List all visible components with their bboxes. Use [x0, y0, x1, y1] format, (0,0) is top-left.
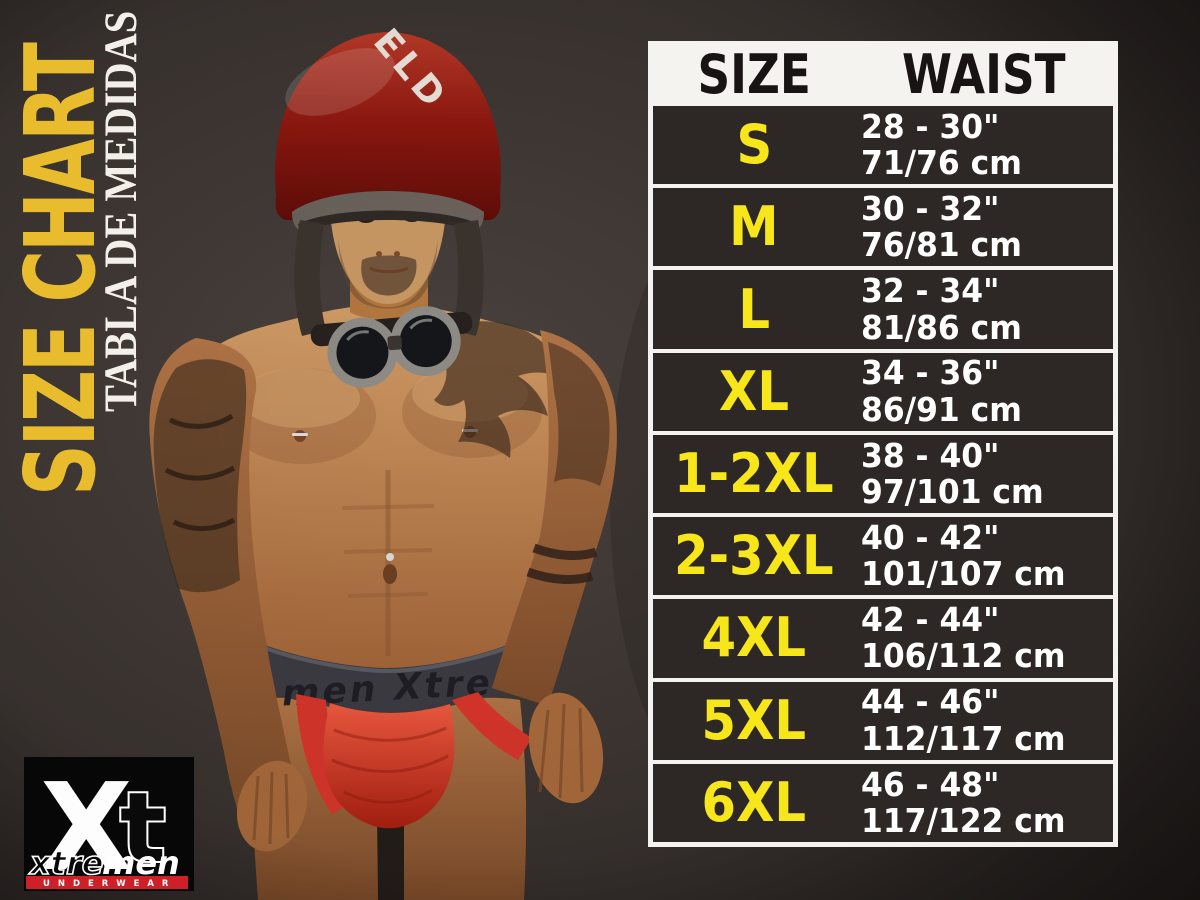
size-label: L [738, 277, 771, 341]
header-size: SIZE [697, 42, 811, 106]
size-cell: M [653, 200, 855, 254]
size-cell: 4XL [653, 611, 855, 665]
size-cell: XL [653, 359, 855, 423]
waist-cell: 34 - 36" 86/91 cm [855, 355, 1113, 428]
waist-inches: 30 - 32" [861, 189, 1000, 229]
waist-cm: 97/101 cm [861, 471, 1045, 511]
waist-cell: 44 - 46" 112/117 cm [855, 684, 1113, 757]
waist-cell: 40 - 42" 101/107 cm [855, 517, 1113, 594]
size-label: XL [719, 359, 790, 423]
waist-cm: 106/112 cm [861, 636, 1066, 676]
table-row: XL 34 - 36" 86/91 cm [653, 352, 1113, 431]
size-cell: 5XL [653, 688, 855, 752]
logo-monogram-x: X [40, 759, 133, 891]
logo-banner-text: U N D E R W E A R [43, 879, 171, 889]
waist-cm: 76/81 cm [861, 225, 1023, 265]
waist-inches: 40 - 42" [861, 517, 1000, 557]
waist-cm: 117/122 cm [861, 800, 1066, 840]
waist-inches: 34 - 36" [861, 353, 1000, 393]
table-row: M 30 - 32" 76/81 cm [653, 188, 1113, 267]
size-table-header: SIZE WAIST [653, 43, 1113, 106]
waist-cell: 30 - 32" 76/81 cm [855, 189, 1113, 265]
waist-cell: 38 - 40" 97/101 cm [855, 435, 1113, 511]
table-row: 4XL 42 - 44" 106/112 cm [653, 599, 1113, 678]
size-label: S [736, 113, 773, 177]
waist-cm: 71/76 cm [861, 143, 1023, 183]
waist-cm: 81/86 cm [861, 307, 1023, 347]
waist-cm: 86/91 cm [861, 389, 1023, 429]
waist-cell: 42 - 44" 106/112 cm [855, 600, 1113, 676]
brand-logo: X t xtre men U N D E R W E A R [24, 757, 194, 891]
waist-inches: 42 - 44" [861, 600, 1000, 640]
logo-monogram-t: t [120, 772, 166, 884]
table-row: 2-3XL 40 - 42" 101/107 cm [653, 517, 1113, 596]
size-cell: 2-3XL [653, 529, 855, 583]
header-waist: WAIST [902, 42, 1066, 106]
table-row: 1-2XL 38 - 40" 97/101 cm [653, 434, 1113, 514]
waist-inches: 44 - 46" [861, 682, 1000, 722]
waist-cell: 32 - 34" 81/86 cm [855, 271, 1113, 347]
table-row: 5XL 44 - 46" 112/117 cm [653, 681, 1113, 760]
waist-inches: 38 - 40" [861, 435, 1000, 475]
waist-cell: 28 - 30" 71/76 cm [855, 106, 1113, 183]
logo-banner [26, 876, 188, 889]
waist-cell: 46 - 48" 117/122 cm [855, 764, 1113, 840]
size-cell: 1-2XL [653, 441, 855, 505]
size-label: 4XL [701, 606, 807, 670]
size-cell: S [653, 118, 855, 172]
size-cell: L [653, 277, 855, 341]
waist-inches: 28 - 30" [861, 106, 1000, 146]
logo-wordmark-outline: xtre [28, 844, 103, 882]
table-row: 6XL 46 - 48" 117/122 cm [653, 763, 1113, 842]
poster-subtitle: TABLA DE MEDIDAS [95, 10, 147, 412]
size-table: SIZE WAIST S 28 - 30" 71/76 cm M 30 - 32… [648, 41, 1118, 847]
size-label: 1-2XL [674, 441, 835, 505]
logo-wordmark-solid: men [102, 844, 180, 882]
size-cell: 6XL [653, 770, 855, 834]
size-label: M [729, 195, 779, 259]
waist-inches: 46 - 48" [861, 764, 1000, 804]
table-row: S 28 - 30" 71/76 cm [653, 106, 1113, 185]
size-label: 2-3XL [674, 524, 835, 588]
waist-cm: 112/117 cm [861, 718, 1066, 758]
size-label: 5XL [701, 688, 807, 752]
waist-inches: 32 - 34" [861, 271, 1000, 311]
table-row: L 32 - 34" 81/86 cm [653, 270, 1113, 349]
size-label: 6XL [701, 770, 807, 834]
waist-cm: 101/107 cm [861, 554, 1066, 594]
